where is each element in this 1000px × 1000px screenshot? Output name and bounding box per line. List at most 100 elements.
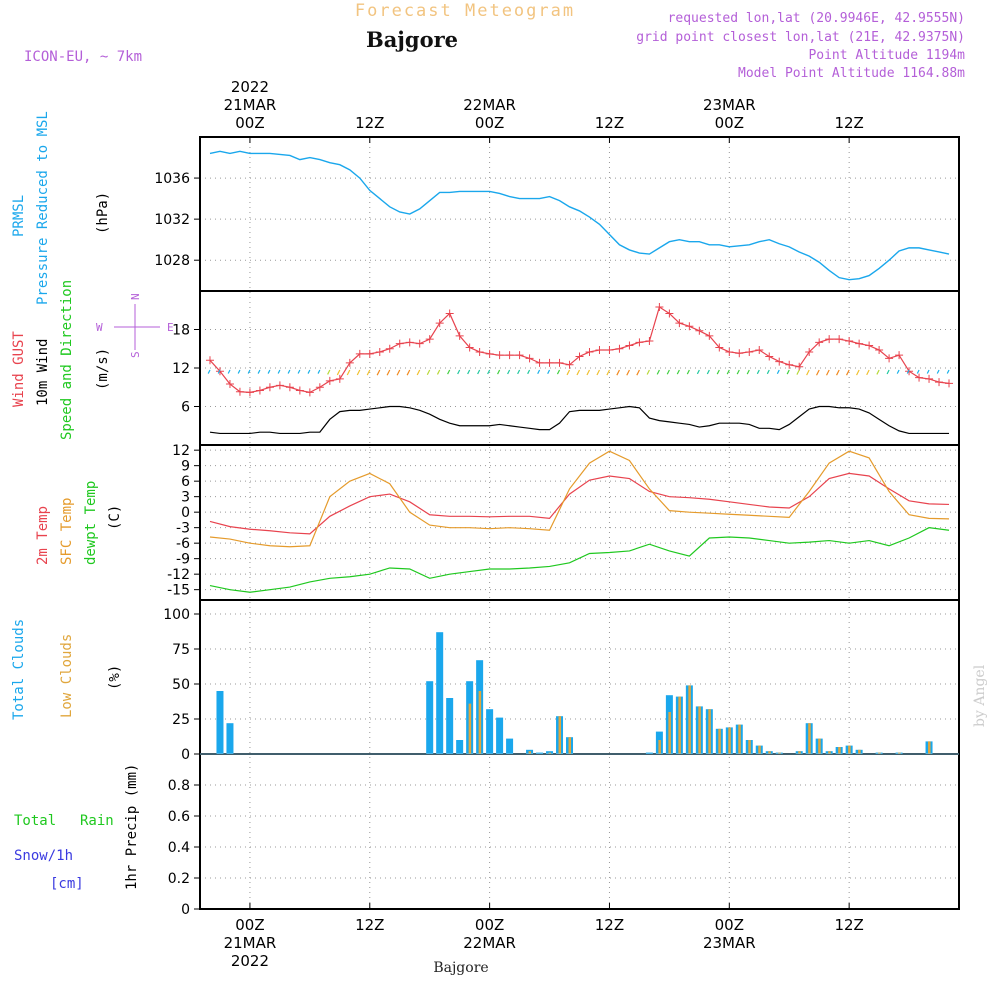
low-cloud-bar — [568, 737, 572, 754]
data-series — [200, 150, 959, 755]
compass-south: S — [129, 351, 142, 358]
pressure-line — [209, 150, 950, 281]
gust-marker — [335, 374, 344, 383]
low-cloud-bar — [848, 745, 851, 754]
gust-marker — [705, 331, 714, 340]
wind-arrow — [336, 369, 341, 376]
wind-arrow — [287, 369, 291, 374]
wind-arrow — [786, 369, 790, 375]
y-tick-label: 0.4 — [168, 840, 190, 856]
gust-marker — [275, 381, 284, 390]
low-cloud-bar — [828, 751, 831, 754]
gust-marker — [385, 344, 394, 353]
low-cloud-bar — [708, 709, 711, 754]
wind-arrow — [416, 369, 421, 376]
point-altitude: Point Altitude 1194m — [808, 48, 965, 63]
wind-arrow — [307, 369, 311, 374]
wind-arrow — [856, 369, 860, 376]
wind-arrow — [426, 369, 431, 376]
wind-arrow — [346, 369, 351, 376]
wind-arrow — [277, 369, 281, 374]
low-clouds-label: Low Clouds — [59, 634, 75, 718]
gust-marker — [625, 341, 634, 350]
y-tick-label: -6 — [176, 536, 190, 552]
gust-marker — [445, 309, 454, 318]
low-cloud-bar — [528, 751, 532, 754]
wind-arrow — [467, 369, 471, 375]
gust-marker — [665, 309, 674, 318]
gust-marker — [235, 387, 244, 396]
snow-unit: [cm] — [50, 876, 84, 892]
gust-marker — [605, 346, 614, 355]
total-cloud-bar — [486, 709, 494, 754]
gust-marker — [945, 379, 954, 388]
low-cloud-bar — [718, 728, 721, 754]
wind-arrow — [457, 369, 461, 375]
gust-marker — [425, 335, 434, 344]
bottom-date-label: 23MAR — [703, 934, 756, 952]
y-tick-labels: 10281032103661218-15-12-9-6-303691202550… — [154, 171, 190, 918]
low-cloud-bar — [478, 691, 482, 754]
sfc-line — [209, 450, 950, 548]
gust-marker — [305, 388, 314, 397]
gust-marker — [685, 322, 694, 331]
bottom-time-label: 12Z — [355, 916, 384, 934]
y-tick-label: -15 — [167, 583, 190, 599]
wind-arrow — [366, 369, 371, 376]
gust-marker — [765, 352, 774, 361]
y-tick-label: -9 — [176, 552, 190, 568]
total-cloud-bar — [426, 681, 434, 754]
wind-arrow — [547, 369, 551, 375]
gust-marker — [935, 378, 944, 387]
location-title: Bajgore — [366, 27, 458, 52]
gust-marker — [855, 339, 864, 348]
wind-line — [209, 405, 950, 435]
y-tick-label: 6 — [181, 474, 190, 490]
wind-arrow — [616, 369, 620, 376]
wind-arrow — [676, 369, 680, 375]
wind-arrow — [656, 369, 660, 375]
gust-marker — [435, 319, 444, 328]
gust-marker — [895, 351, 904, 360]
wind-arrow — [606, 369, 610, 376]
y-tick-label: 50 — [172, 677, 190, 693]
gust-marker — [505, 351, 514, 360]
y-tick-label: 75 — [172, 642, 190, 658]
bottom-time-label: 12Z — [595, 916, 624, 934]
gust-marker — [635, 338, 644, 347]
gust-marker — [835, 335, 844, 344]
bottom-time-label: 00Z — [235, 916, 264, 934]
wind-label: 10m Wind — [35, 339, 51, 406]
y-tick-label: 0 — [181, 747, 190, 763]
wind-arrow — [396, 369, 401, 376]
wind-arrow — [825, 369, 830, 376]
total-cloud-bar — [496, 717, 504, 754]
wind-arrow — [916, 369, 920, 374]
compass-rose: N S W E — [96, 293, 174, 358]
total-cloud-bar — [216, 691, 224, 754]
wind-arrow — [696, 369, 700, 375]
top-date-label: 23MAR — [703, 96, 756, 114]
y-tick-label: -12 — [167, 567, 190, 583]
gust-marker — [725, 347, 734, 356]
gust-marker — [225, 380, 234, 389]
gust-marker — [295, 386, 304, 395]
wind-arrow — [317, 369, 321, 374]
y-tick-label: 1028 — [154, 253, 190, 269]
gust-marker — [615, 344, 624, 353]
wind-arrow — [487, 369, 491, 375]
pressure-label-2: Pressure Reduced to MSL — [35, 111, 51, 305]
gust-marker — [325, 376, 334, 385]
top-date-label: 22MAR — [463, 96, 516, 114]
gust-marker — [645, 337, 654, 346]
dewpt-label: dewpt Temp — [83, 481, 99, 565]
wind-arrow — [866, 369, 870, 376]
low-cloud-bar — [738, 724, 741, 754]
low-cloud-bar — [818, 738, 821, 754]
total-clouds-label: Total Clouds — [11, 619, 27, 720]
wind-direction-label: Speed and Direction — [59, 280, 75, 440]
top-time-label: 12Z — [355, 114, 384, 132]
low-cloud-bar — [678, 696, 681, 754]
